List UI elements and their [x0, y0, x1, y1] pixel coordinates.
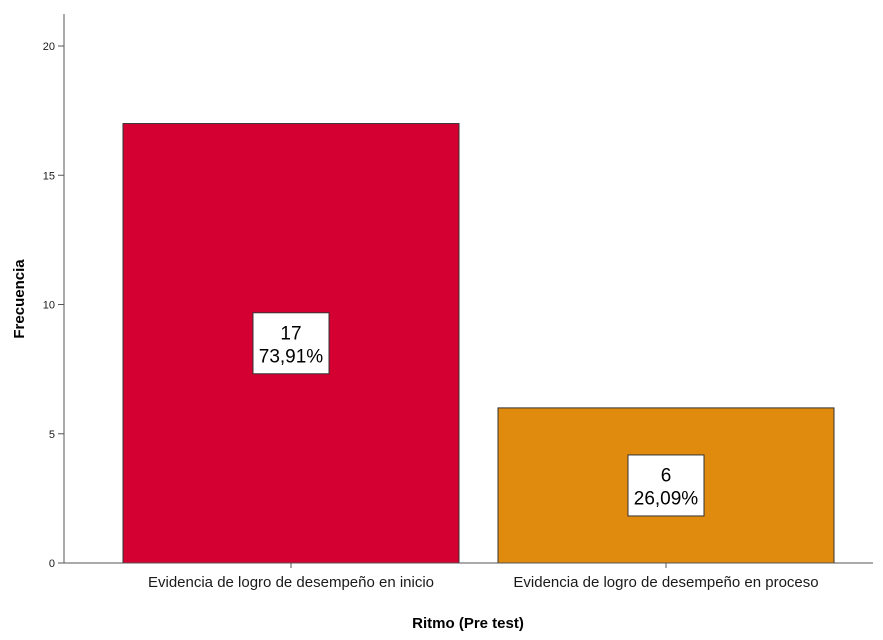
x-category-label-1: Evidencia de logro de desempeño en inici… [148, 574, 434, 591]
bars-layer [122, 123, 835, 564]
y-ticks: 0 5 10 15 20 [43, 41, 64, 570]
data-label-value-1: 17 [280, 323, 301, 344]
data-label-box-2 [627, 454, 705, 517]
x-axis-title: Ritmo (Pre test) [412, 615, 524, 632]
y-tick-label-4: 20 [43, 41, 55, 53]
data-label-value-2: 6 [661, 465, 672, 486]
y-tick-label-1: 5 [49, 429, 55, 441]
y-tick-label-3: 15 [43, 170, 55, 182]
data-label-box-1 [252, 312, 330, 375]
data-label-percent-2: 26,09% [634, 488, 699, 509]
axes-layer [63, 14, 873, 564]
x-category-label-2: Evidencia de logro de desempeño en proce… [513, 574, 818, 591]
y-tick-label-0: 0 [49, 558, 55, 570]
y-tick-label-2: 10 [43, 300, 55, 312]
data-label-percent-1: 73,91% [259, 346, 324, 367]
y-axis-title: Frecuencia [11, 259, 28, 339]
category-labels: Evidencia de logro de desempeño en inici… [148, 563, 819, 591]
